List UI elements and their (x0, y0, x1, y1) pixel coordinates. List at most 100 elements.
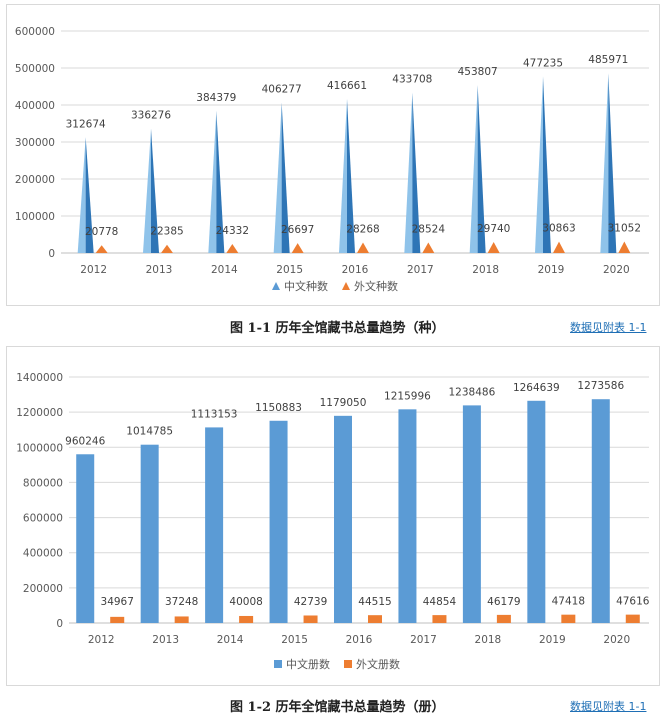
data-label: 960246 (65, 435, 105, 447)
data-label: 1273586 (577, 380, 624, 392)
bar-mark (205, 427, 224, 623)
chart-caption-volumes: 图 1-2 历年全馆藏书总量趋势（册） (230, 700, 445, 715)
data-label: 433708 (392, 74, 432, 86)
triangle-mark (143, 128, 151, 253)
chart-volumes-svg: 0 200000 400000 600000 800000 1000000 1200000 1… (16, 372, 650, 671)
y-tick-label: 400000 (23, 548, 63, 560)
bar-mark (334, 415, 352, 623)
y-tick-label: 500000 (15, 63, 55, 75)
triangle-mark (469, 85, 478, 254)
data-label: 24332 (216, 225, 249, 237)
data-label: 336276 (131, 110, 171, 122)
legend-swatch (272, 282, 280, 290)
data-label: 477235 (523, 57, 563, 69)
bar-mark (76, 454, 95, 623)
triangle-mark (422, 242, 435, 253)
appendix-link-titles[interactable]: 数据见附表 1-1 (570, 321, 647, 334)
legend-label: 外文册数 (356, 657, 400, 671)
x-tick-label: 2016 (346, 634, 373, 646)
x-tick-label: 2020 (603, 634, 630, 646)
triangle-mark (208, 110, 217, 253)
bar-mark (462, 405, 481, 623)
x-tick-label: 2017 (410, 634, 437, 646)
chart-panel-volumes: 0 200000 400000 600000 800000 1000000 1200000 1… (6, 346, 660, 686)
x-tick-label: 2015 (281, 634, 308, 646)
legend-swatch (344, 660, 352, 668)
x-tick-label: 2013 (146, 264, 173, 276)
data-label: 47616 (616, 596, 650, 608)
data-label: 26697 (281, 224, 314, 236)
triangle-mark (404, 92, 413, 253)
legend-label: 外文种数 (354, 279, 398, 293)
bar-mark (561, 614, 576, 623)
y-tick-label: 0 (56, 618, 63, 630)
data-label: 453807 (458, 66, 498, 78)
data-label: 46179 (487, 596, 520, 608)
x-tick-label: 2016 (342, 264, 369, 276)
bar-mark (140, 444, 159, 623)
triangle-mark (226, 243, 239, 253)
x-tick-label: 2019 (538, 264, 565, 276)
triangle-mark (618, 241, 631, 253)
data-label: 485971 (588, 54, 628, 66)
y-tick-label: 1200000 (16, 407, 63, 419)
data-label: 1264639 (513, 382, 560, 394)
x-tick-label: 2013 (152, 634, 179, 646)
y-tick-label: 200000 (15, 174, 55, 186)
data-label: 44515 (358, 596, 391, 608)
data-label: 47418 (552, 596, 585, 608)
triangle-mark (487, 241, 500, 253)
triangle-mark (553, 241, 565, 253)
y-tick-label: 300000 (15, 137, 55, 149)
triangle-mark (357, 242, 369, 253)
data-label: 29740 (477, 223, 510, 235)
legend-label: 中文种数 (284, 279, 328, 293)
bar-mark (303, 615, 318, 623)
appendix-link-volumes[interactable]: 数据见附表 1-1 (570, 700, 647, 713)
y-tick-label: 100000 (15, 211, 55, 223)
triangle-mark (600, 73, 609, 253)
y-tick-label: 800000 (23, 477, 63, 489)
bar-mark (398, 409, 417, 623)
triangle-mark (151, 128, 159, 253)
x-tick-label: 2015 (276, 264, 303, 276)
y-tick-label: 1000000 (16, 442, 63, 454)
chart-caption-titles: 图 1-1 历年全馆藏书总量趋势（种） (230, 321, 445, 336)
triangle-mark (281, 102, 290, 253)
data-label: 44854 (423, 596, 457, 608)
chart-panel-titles: 0 100000 200000 300000 400000 500000 600000 201… (6, 4, 660, 306)
data-label: 1238486 (449, 386, 496, 398)
triangle-mark (77, 137, 86, 253)
y-tick-label: 200000 (23, 583, 63, 595)
bar-mark (527, 400, 546, 623)
data-label: 1150883 (255, 402, 302, 414)
triangle-mark (477, 85, 486, 254)
y-tick-label: 400000 (15, 100, 55, 112)
y-tick-label: 0 (48, 248, 55, 260)
legend-swatch (274, 660, 282, 668)
data-label: 28268 (346, 224, 379, 236)
data-label: 31052 (608, 223, 641, 235)
bar-mark (174, 616, 189, 623)
y-tick-label: 600000 (15, 26, 55, 38)
triangle-mark (85, 137, 94, 253)
bar-mark (591, 399, 610, 623)
data-label: 28524 (412, 223, 446, 235)
triangle-mark (347, 98, 355, 254)
bar-mark (432, 615, 447, 623)
legend-label: 中文册数 (286, 657, 330, 671)
bar-mark (239, 615, 254, 623)
data-label: 406277 (262, 84, 302, 96)
data-label: 1215996 (384, 390, 431, 402)
bar-mark (368, 615, 382, 623)
data-label: 384379 (196, 92, 236, 104)
triangle-mark (291, 243, 304, 253)
x-tick-label: 2012 (80, 264, 107, 276)
y-tick-label: 600000 (23, 513, 63, 525)
data-label: 20778 (85, 226, 118, 238)
x-tick-label: 2018 (472, 264, 499, 276)
bar-mark (625, 614, 640, 623)
triangle-mark (339, 98, 347, 254)
triangle-mark (161, 244, 173, 253)
triangle-mark (273, 102, 282, 253)
